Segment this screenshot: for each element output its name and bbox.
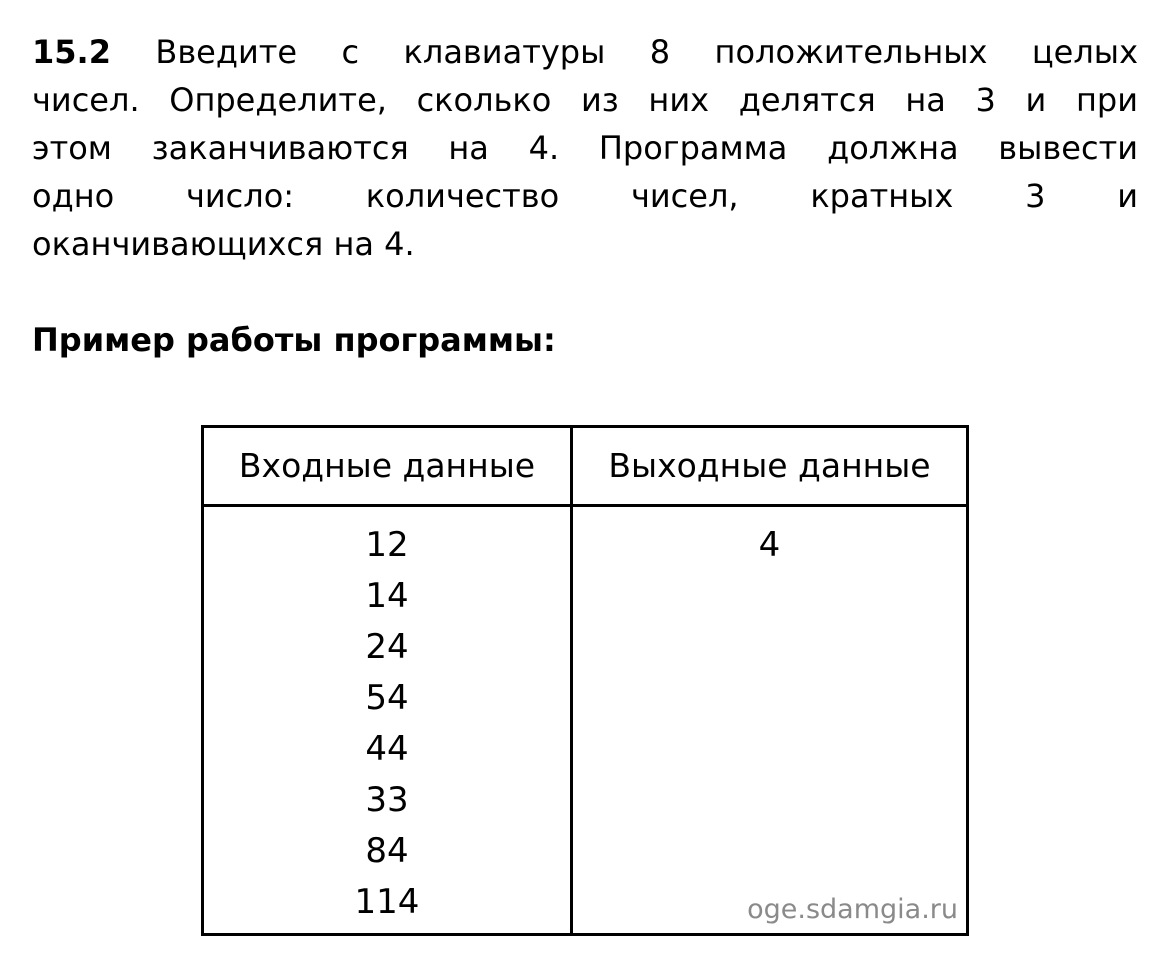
- input-value: 12: [365, 525, 409, 565]
- input-value: 114: [354, 882, 420, 922]
- input-value: 54: [365, 678, 409, 718]
- input-column: 12 14 24 54 44 33 84 114: [204, 520, 570, 928]
- output-column: 4: [573, 520, 966, 571]
- task-line: 15.2 Введите с клавиатуры 8 положительны…: [32, 33, 1138, 71]
- header-input: Входные данные: [204, 428, 573, 507]
- example-heading: Пример работы программы:: [32, 321, 556, 359]
- header-output: Выходные данные: [573, 428, 966, 507]
- input-value: 33: [365, 780, 409, 820]
- task-line: этом заканчиваются на 4. Программа должн…: [32, 129, 1138, 167]
- task-line: одно число: количество чисел, кратных 3 …: [32, 177, 1138, 215]
- input-value: 84: [365, 831, 409, 871]
- task-number: 15.2: [32, 33, 111, 71]
- input-value: 14: [365, 576, 409, 616]
- output-value: 4: [758, 525, 781, 565]
- input-value: 44: [365, 729, 409, 769]
- task-line: оканчивающихся на 4.: [32, 225, 415, 263]
- column-divider: [570, 504, 573, 933]
- watermark: oge.sdamgia.ru: [747, 894, 958, 925]
- task-line: чисел. Определите, сколько из них делятс…: [32, 81, 1138, 119]
- input-value: 24: [365, 627, 409, 667]
- example-table: Входные данные Выходные данные 12 14 24 …: [201, 425, 969, 936]
- task-text: 15.2 Введите с клавиатуры 8 положительны…: [32, 28, 1138, 268]
